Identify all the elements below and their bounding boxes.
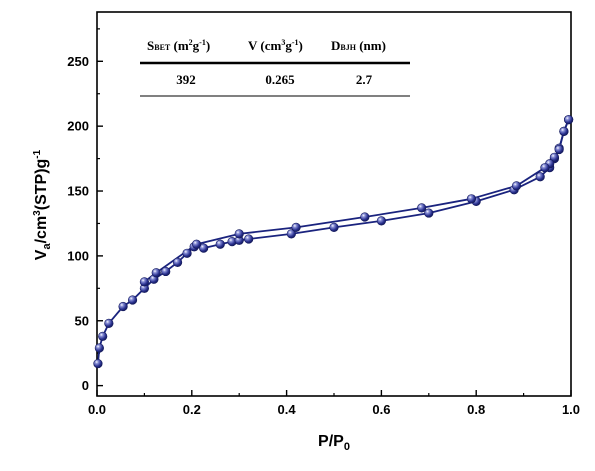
- x-axis-title-sub: 0: [344, 441, 350, 453]
- desorption-line: [143, 119, 570, 283]
- y-tick-label: 250: [67, 54, 89, 69]
- table-header-volume-sup2: -1: [292, 38, 299, 47]
- x-axis-ticks: 0.0 0.2 0.4 0.6 0.8 1.0: [88, 390, 580, 417]
- table-value-sbet: 392: [176, 72, 196, 87]
- y-tick-label: 0: [82, 378, 89, 393]
- table-value-volume: 0.265: [265, 72, 295, 87]
- table-header-dbjh-main: D: [331, 38, 340, 53]
- adsorption-point: [244, 234, 254, 244]
- table-header-volume-main: V: [248, 38, 258, 53]
- adsorption-point: [94, 343, 104, 353]
- y-tick-label: 50: [75, 313, 89, 328]
- desorption-point: [139, 277, 149, 287]
- adsorption-point: [161, 266, 171, 277]
- adsorption-point: [286, 229, 296, 239]
- plot-frame: [96, 11, 572, 397]
- desorption-point: [554, 144, 564, 155]
- adsorption-point: [118, 301, 128, 312]
- adsorption-point: [104, 318, 114, 328]
- isotherm-points: [93, 115, 574, 369]
- table-header-sbet-mid: g: [193, 38, 200, 53]
- table-header-sbet-sup2: -1: [199, 38, 206, 47]
- desorption-point: [151, 268, 161, 278]
- y-tick-label: 200: [67, 119, 89, 134]
- table-header-sbet-sub: BET: [154, 43, 171, 52]
- table-header-sbet-main: S: [147, 38, 154, 53]
- table-header-dbjh-sub: BJH: [340, 43, 356, 52]
- desorption-point: [417, 203, 427, 213]
- adsorption-point: [172, 257, 183, 267]
- x-tick-label: 0.4: [278, 402, 297, 417]
- table-header-sbet-post: ): [206, 38, 210, 53]
- table-value-dbjh: 2.7: [356, 72, 373, 87]
- table-header-dbjh: DBJH (nm): [331, 38, 386, 53]
- y-axis-title-main: V: [33, 249, 50, 260]
- table-header-sbet-sup1: 2: [189, 38, 193, 47]
- table-header-dbjh-unit: (nm): [356, 38, 386, 53]
- adsorption-point: [127, 295, 138, 305]
- properties-table: SBET (m2g-1) V (cm3g-1) DBJH (nm) 392 0.…: [140, 38, 410, 97]
- desorption-point: [191, 239, 202, 249]
- y-axis-title-rest: /cm: [33, 216, 50, 244]
- adsorption-point: [329, 222, 339, 232]
- x-axis-title-main: P/P: [318, 433, 344, 450]
- table-header-volume: V (cm3g-1): [248, 38, 303, 53]
- adsorption-point: [98, 331, 108, 341]
- table-header-volume-mid: g: [285, 38, 292, 53]
- adsorption-point: [424, 208, 434, 218]
- table-header-volume-unit: (cm: [257, 38, 281, 53]
- x-tick-label: 0.0: [88, 402, 106, 417]
- y-axis-title: Va/cm3(STP)g-1: [32, 149, 53, 260]
- table-header-sbet-unit: (m: [170, 38, 189, 53]
- desorption-point: [234, 229, 244, 239]
- adsorption-point: [215, 239, 225, 249]
- desorption-point: [540, 163, 550, 173]
- desorption-point: [511, 181, 522, 191]
- y-tick-label: 150: [67, 184, 89, 199]
- adsorption-line: [97, 119, 570, 364]
- y-axis-title-sub: a: [41, 243, 53, 250]
- x-tick-label: 0.8: [467, 402, 485, 417]
- adsorption-point: [93, 358, 103, 369]
- desorption-point: [559, 126, 569, 136]
- desorption-point: [291, 222, 301, 232]
- desorption-point: [466, 194, 477, 204]
- table-header-volume-sup1: 3: [281, 38, 285, 47]
- adsorption-point: [535, 172, 545, 182]
- desorption-point: [360, 212, 370, 222]
- x-axis-title: P/P0: [318, 433, 350, 453]
- y-tick-label: 100: [67, 248, 89, 263]
- x-tick-label: 1.0: [562, 402, 580, 417]
- y-axis-title-sup: 3: [32, 210, 43, 216]
- x-tick-label: 0.2: [183, 402, 201, 417]
- isotherm-lines: [97, 119, 570, 364]
- desorption-point: [564, 115, 574, 125]
- adsorption-point: [199, 243, 209, 253]
- y-axis-title-rest2: (STP)g: [33, 159, 50, 211]
- y-axis-title-sup2: -1: [32, 149, 43, 158]
- x-tick-label: 0.6: [372, 402, 390, 417]
- table-header-volume-post: ): [299, 38, 303, 53]
- adsorption-point: [182, 248, 192, 258]
- adsorption-point: [376, 216, 387, 226]
- table-header-sbet: SBET (m2g-1): [147, 38, 210, 53]
- desorption-point: [549, 152, 560, 162]
